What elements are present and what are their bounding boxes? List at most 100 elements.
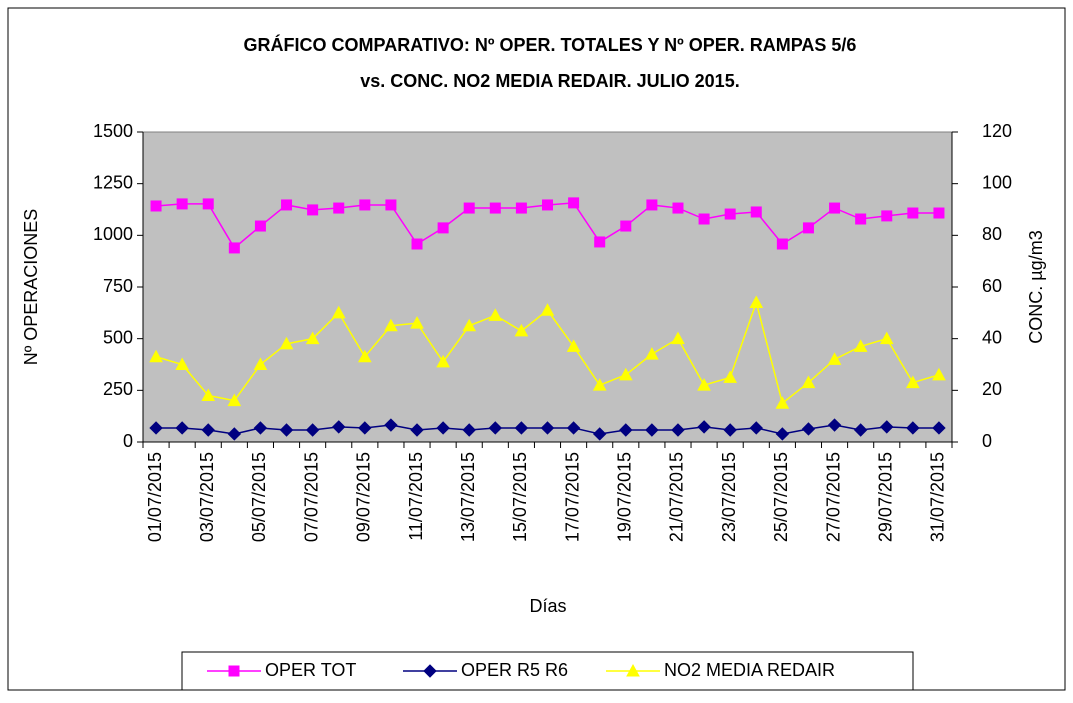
- plot-area: [142, 131, 953, 443]
- marker: [749, 295, 764, 308]
- marker: [775, 427, 790, 441]
- marker: [932, 421, 946, 435]
- x-tick-label: 25/07/2015: [771, 452, 791, 542]
- marker: [384, 418, 398, 432]
- marker: [827, 418, 842, 432]
- y2-tick-label: 100: [982, 172, 1012, 192]
- x-axis-label: Días: [529, 596, 566, 616]
- y-axis-label: Nº OPERACIONES: [21, 209, 41, 366]
- marker: [698, 213, 710, 225]
- x-tick-label: 21/07/2015: [667, 452, 687, 542]
- marker: [566, 339, 581, 352]
- marker: [201, 388, 216, 401]
- marker: [881, 210, 893, 222]
- marker: [436, 421, 450, 435]
- marker: [462, 318, 477, 332]
- marker: [671, 423, 685, 437]
- marker: [149, 421, 163, 435]
- marker: [723, 370, 738, 383]
- marker: [906, 375, 920, 389]
- y-tick-label: 1500: [93, 121, 133, 141]
- chart-title: GRÁFICO COMPARATIVO: Nº OPER. TOTALES Y …: [244, 34, 857, 55]
- y-tick-label: 250: [103, 379, 133, 399]
- marker: [359, 199, 371, 211]
- y-tick-label: 0: [123, 431, 133, 451]
- marker: [619, 423, 633, 437]
- y-tick-label: 1250: [93, 172, 133, 192]
- marker: [775, 396, 790, 409]
- marker: [672, 202, 684, 214]
- marker: [437, 222, 449, 234]
- x-tick-label: 11/07/2015: [406, 452, 426, 541]
- marker: [410, 423, 424, 437]
- x-tick-label: 05/07/2015: [249, 452, 269, 542]
- marker: [592, 378, 607, 391]
- x-tick-label: 15/07/2015: [510, 452, 530, 542]
- marker: [176, 198, 188, 210]
- x-tick-label: 31/07/2015: [928, 452, 948, 542]
- marker: [933, 207, 945, 219]
- marker: [333, 202, 345, 214]
- marker: [566, 421, 581, 435]
- y2-tick-label: 40: [982, 327, 1002, 347]
- legend-box: [181, 651, 914, 691]
- marker: [332, 420, 346, 434]
- marker: [411, 238, 423, 250]
- marker: [645, 347, 659, 360]
- marker: [515, 202, 527, 214]
- marker: [331, 305, 346, 319]
- marker: [227, 393, 242, 407]
- y-tick-label: 500: [103, 327, 133, 347]
- y-tick-label: 750: [103, 276, 133, 296]
- marker: [594, 236, 606, 248]
- x-tick-label: 07/07/2015: [301, 452, 321, 542]
- marker: [357, 349, 372, 363]
- marker: [150, 200, 162, 212]
- marker: [801, 375, 816, 389]
- marker: [697, 378, 711, 391]
- x-tick-label: 17/07/2015: [562, 452, 582, 542]
- y2-tick-label: 0: [982, 431, 992, 451]
- marker: [855, 213, 867, 225]
- y2-tick-label: 80: [982, 224, 1002, 244]
- x-tick-label: 13/07/2015: [458, 452, 478, 542]
- marker: [358, 421, 372, 435]
- marker: [384, 318, 398, 332]
- marker: [307, 204, 319, 216]
- marker: [227, 427, 242, 441]
- marker: [423, 664, 437, 678]
- legend-label: OPER R5 R6: [461, 660, 568, 680]
- marker: [829, 202, 841, 214]
- marker: [488, 308, 503, 321]
- marker: [149, 349, 163, 363]
- x-tick-label: 19/07/2015: [615, 452, 635, 542]
- marker: [540, 421, 555, 435]
- marker: [540, 303, 555, 316]
- marker: [932, 367, 946, 381]
- y2-axis-label: CONC. µg/m3: [1026, 230, 1046, 343]
- y2-tick-label: 20: [982, 379, 1002, 399]
- chart-title: vs. CONC. NO2 MEDIA REDAIR. JULIO 2015.: [360, 71, 739, 91]
- marker: [385, 199, 397, 211]
- marker: [202, 198, 214, 210]
- marker: [279, 336, 294, 350]
- marker: [750, 206, 762, 218]
- marker: [489, 202, 501, 214]
- marker: [514, 421, 529, 435]
- x-tick-label: 09/07/2015: [354, 452, 374, 542]
- marker: [488, 421, 503, 435]
- marker: [436, 354, 450, 368]
- marker: [697, 420, 711, 434]
- marker: [671, 331, 685, 345]
- marker: [646, 199, 658, 211]
- marker: [880, 420, 894, 434]
- marker: [305, 423, 320, 437]
- marker: [749, 421, 763, 435]
- marker: [620, 220, 632, 232]
- marker: [776, 238, 788, 250]
- marker: [723, 423, 737, 437]
- marker: [801, 422, 816, 436]
- marker: [568, 197, 580, 209]
- marker: [879, 331, 894, 345]
